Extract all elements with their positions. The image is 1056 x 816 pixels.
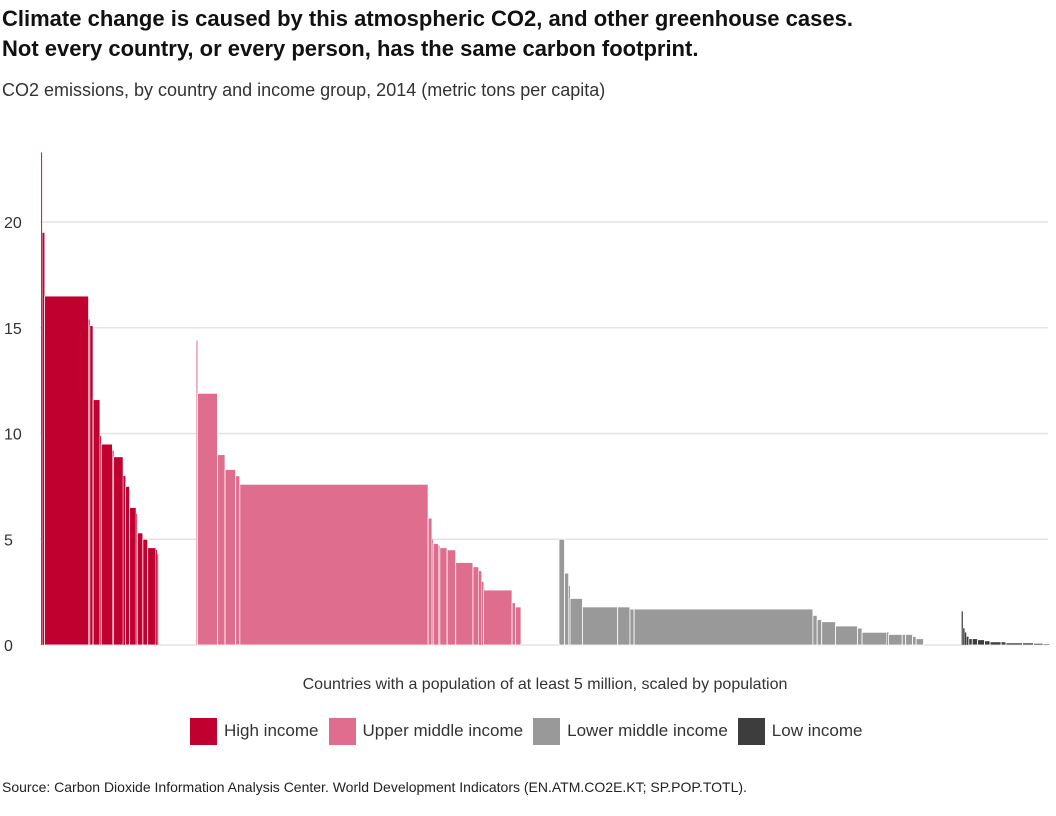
bar (629, 608, 635, 646)
bar (912, 636, 917, 646)
bar (968, 638, 973, 646)
legend-label: Lower middle income (567, 721, 728, 740)
bar (147, 547, 157, 646)
bar (1033, 642, 1044, 646)
bar (427, 517, 433, 646)
bar (129, 507, 137, 646)
bar (617, 606, 631, 646)
legend-label: Upper middle income (362, 721, 524, 740)
bar (901, 634, 907, 646)
chart-subtitle: CO2 emissions, by country and income gro… (2, 80, 606, 100)
chart-title-line-1: Climate change is caused by this atmosph… (2, 6, 853, 31)
bar (971, 638, 979, 646)
bar (816, 619, 823, 646)
chart-title: Climate change is caused by this atmosph… (2, 4, 1052, 64)
source-note: Source: Carbon Dioxide Information Analy… (2, 779, 747, 795)
bar (40, 152, 43, 646)
bar (478, 570, 482, 646)
bar (1042, 643, 1051, 646)
bar (861, 631, 887, 646)
bar-marks (40, 152, 1051, 646)
bar (125, 485, 131, 646)
bar (217, 454, 226, 646)
bar (157, 553, 159, 646)
bar (821, 621, 836, 646)
y-tick-label: 5 (4, 532, 13, 549)
bar (812, 614, 818, 646)
bar (239, 483, 429, 646)
bar (224, 469, 237, 646)
bar-group-upper-middle-income (196, 340, 522, 646)
bar (235, 475, 241, 646)
bar (483, 589, 513, 646)
y-tick-label: 15 (4, 321, 22, 338)
legend-swatch (533, 717, 561, 745)
bar (44, 295, 89, 646)
bar (888, 634, 903, 646)
bar (964, 632, 967, 646)
bar (989, 641, 1002, 646)
bar-group-lower-middle-income (558, 538, 924, 646)
legend-swatch (737, 717, 765, 745)
bar (582, 606, 619, 646)
bar (915, 638, 924, 646)
bar (962, 627, 965, 646)
legend-label: High income (224, 721, 319, 740)
bar (961, 611, 964, 646)
legend-label: Low income (771, 721, 863, 740)
gridlines (40, 221, 1048, 646)
bar (136, 532, 144, 646)
legend-item: Low income (737, 717, 863, 745)
bar (455, 562, 474, 646)
bar (100, 443, 113, 646)
bar (142, 538, 149, 646)
bar (446, 549, 457, 646)
y-axis-tick-labels: 0 5 10 15 20 (4, 215, 22, 655)
bar (558, 538, 565, 646)
bar (197, 392, 218, 646)
bar (439, 547, 448, 646)
y-tick-label: 20 (4, 215, 22, 232)
legend-swatch (190, 717, 217, 745)
legend-item: High income (190, 717, 319, 745)
legend-item: Upper middle income (328, 717, 524, 745)
bar (835, 625, 858, 646)
y-tick-label: 10 (4, 427, 22, 444)
bar (905, 634, 913, 646)
bar (511, 602, 516, 646)
bar (1005, 642, 1023, 646)
bar-group-low-income (961, 611, 1051, 646)
y-tick-label: 0 (4, 638, 13, 655)
bar (1022, 642, 1034, 646)
bar (569, 598, 583, 646)
bar (92, 399, 101, 646)
bar (633, 608, 814, 646)
x-axis-label: Countries with a population of at least … (302, 676, 788, 693)
bar (113, 456, 124, 646)
bar (564, 572, 570, 646)
bar (89, 325, 94, 646)
legend: High income Upper middle income Lower midd… (190, 716, 873, 746)
chart-title-line-2: Not every country, or every person, has … (2, 36, 699, 61)
emissions-bar-chart: 0 5 10 15 20 (4, 152, 1051, 655)
bar-group-high-income (40, 152, 159, 646)
legend-swatch (328, 717, 356, 745)
bar (432, 543, 439, 646)
legend-item: Lower middle income (533, 717, 728, 745)
bar (472, 566, 480, 646)
bar (984, 640, 991, 646)
bar (155, 549, 158, 646)
bar (515, 606, 522, 646)
bar (1000, 641, 1007, 646)
bar (857, 627, 863, 646)
bar (977, 639, 985, 646)
